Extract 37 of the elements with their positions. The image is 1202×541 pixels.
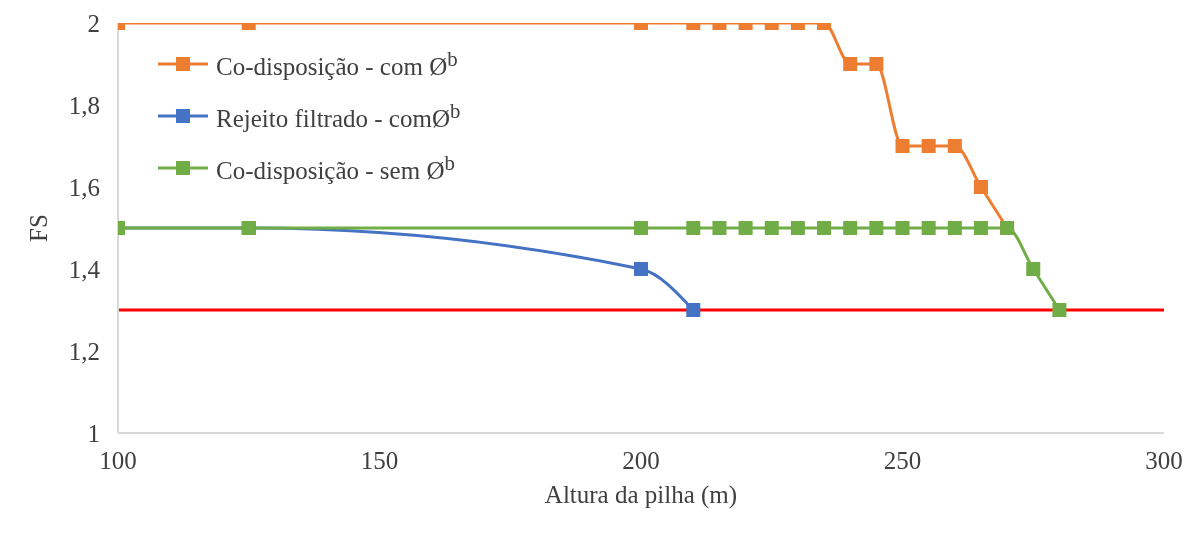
point: [686, 221, 701, 235]
point: [973, 221, 988, 235]
y-tick-label: 1,2: [68, 337, 100, 365]
legend-label: Co-disposição - sem Ø$^{b}$: [216, 150, 455, 186]
x-tick-label: 150: [360, 446, 399, 474]
legend-label: Rejeito filtrado - comØ$^{b}$: [216, 98, 461, 134]
x-tick-label: 100: [99, 446, 137, 474]
point: [686, 303, 701, 317]
y-tick-label: 1,8: [68, 91, 100, 119]
point: [634, 262, 648, 276]
point: [869, 221, 884, 235]
y-tick-label: 1,4: [68, 255, 101, 283]
x-tick-label: 300: [1145, 446, 1183, 474]
legend-label: Co-disposição - com Ø$^{b}$: [216, 46, 458, 82]
x-axis-title: Altura da pilha (m): [544, 481, 738, 509]
point: [738, 221, 753, 235]
point: [712, 221, 727, 235]
y-tick-label: 1,6: [68, 173, 100, 201]
point: [1026, 262, 1041, 276]
point: [973, 180, 988, 194]
point: [843, 221, 858, 235]
point: [895, 139, 910, 153]
y-axis-title: FS: [24, 214, 52, 242]
point: [947, 221, 962, 235]
point: [790, 221, 805, 235]
y-tick-label: 2: [87, 9, 100, 37]
point: [764, 221, 779, 235]
point: [895, 221, 910, 235]
x-tick-label: 200: [622, 446, 660, 474]
x-tick-label: 250: [883, 446, 922, 474]
point: [1052, 303, 1067, 317]
point: [634, 221, 648, 235]
y-tick-label: 1: [87, 419, 100, 447]
point: [817, 221, 832, 235]
point: [921, 139, 936, 153]
point: [921, 221, 936, 235]
point: [947, 139, 962, 153]
